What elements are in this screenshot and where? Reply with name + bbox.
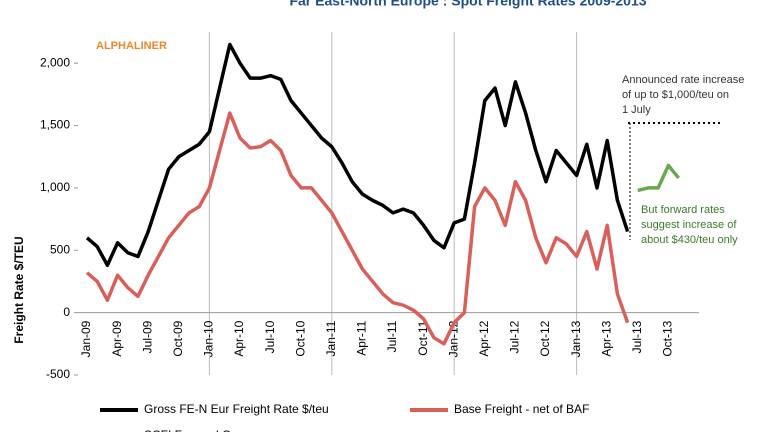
y-tick-label: 1,000: [40, 180, 70, 194]
x-tick-label: Jul-12: [508, 320, 522, 353]
y-tick-label: 1,500: [40, 118, 70, 132]
x-tick-label: Jul-10: [263, 320, 277, 353]
x-tick-label: Apr-09: [110, 320, 124, 356]
series-line: [85, 42, 630, 267]
annotation: 1 July: [622, 104, 651, 116]
legend-label: SCFI Forward Curve: [144, 428, 254, 432]
x-tick-label: Oct-13: [661, 320, 675, 356]
x-tick-label: Jan-13: [569, 320, 583, 357]
annotation: about $430/teu only: [641, 234, 738, 246]
annotation: of up to $1,000/teu on: [622, 89, 729, 101]
y-axis-label: Freight Rate $/TEU: [12, 236, 26, 343]
x-tick-label: Apr-12: [477, 320, 491, 356]
x-tick-label: Apr-11: [355, 320, 369, 355]
x-tick-label: Jan-09: [79, 320, 93, 357]
x-tick-label: Apr-10: [232, 320, 246, 356]
x-tick-label: Jul-11: [385, 320, 399, 352]
x-tick-label: Jan-10: [202, 320, 216, 357]
x-tick-label: Oct-11: [416, 320, 430, 355]
watermark: ALPHALINER: [96, 40, 167, 52]
legend-label: Base Freight - net of BAF: [454, 402, 589, 416]
x-tick-label: Oct-12: [538, 320, 552, 356]
y-tick-label: 500: [50, 242, 70, 256]
x-tick-label: Oct-09: [171, 320, 185, 356]
x-tick-label: Jul-09: [140, 320, 154, 353]
x-tick-label: Jul-13: [630, 320, 644, 353]
y-tick-label: 0: [63, 305, 70, 319]
x-tick-label: Oct-10: [293, 320, 307, 356]
x-tick-label: Jan-11: [324, 320, 338, 356]
y-tick-label: 2,000: [40, 55, 70, 69]
series-line: [85, 111, 630, 346]
annotation: suggest increase of: [641, 219, 737, 231]
annotation: But forward rates: [641, 204, 725, 216]
legend-label: Gross FE-N Eur Freight Rate $/teu: [144, 402, 329, 416]
x-tick-label: Apr-13: [599, 320, 613, 356]
y-tick-label: -500: [46, 367, 70, 381]
annotation: Announced rate increase: [622, 74, 744, 86]
series-line: [637, 163, 680, 193]
chart-title: Far East-North Europe : Spot Freight Rat…: [289, 0, 646, 9]
